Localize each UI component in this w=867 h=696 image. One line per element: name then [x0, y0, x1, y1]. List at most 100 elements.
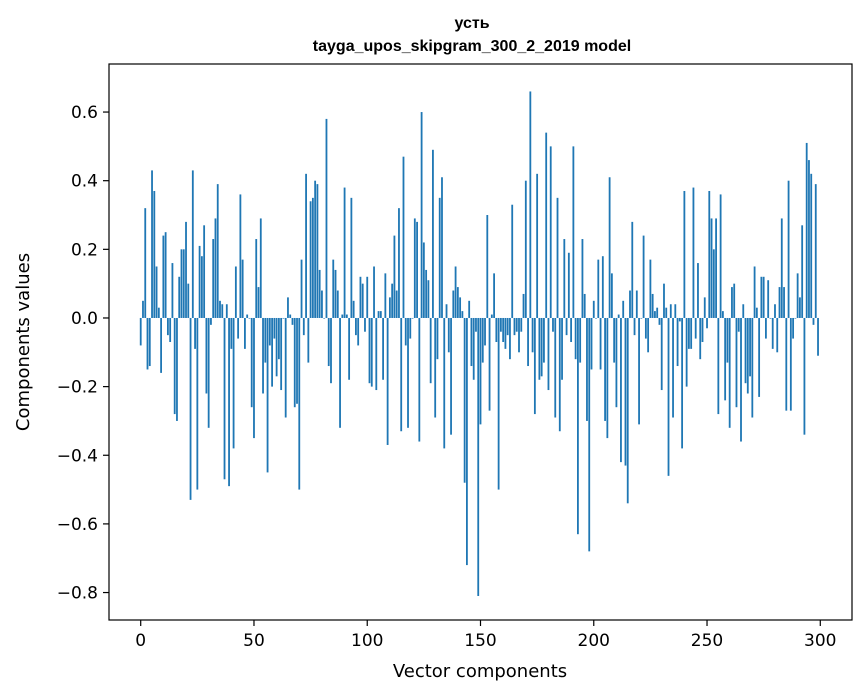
bar-210: [615, 317, 618, 408]
bar-47: [246, 314, 249, 318]
bar-197: [586, 317, 588, 421]
x-tick-label: 50: [243, 631, 265, 651]
bar-295: [808, 160, 810, 318]
bar-15: [173, 317, 176, 415]
bar-230: [660, 317, 663, 391]
bar-46: [244, 317, 246, 349]
bar-288: [792, 317, 795, 339]
bar-98: [361, 283, 364, 318]
bar-74: [307, 317, 310, 363]
bar-7: [155, 266, 158, 318]
bar-105: [377, 311, 380, 318]
bar-153: [486, 215, 489, 318]
bar-247: [699, 317, 702, 360]
bar-170: [524, 180, 527, 318]
bar-12: [166, 317, 169, 336]
bar-189: [567, 252, 570, 318]
bar-254: [715, 218, 717, 318]
bar-28: [203, 225, 206, 318]
bar-234: [669, 304, 672, 318]
bar-50: [253, 317, 255, 439]
bar-6: [153, 190, 156, 318]
bar-2: [144, 208, 147, 318]
bar-231: [663, 283, 665, 318]
x-tick-label: 100: [351, 631, 383, 651]
bar-279: [771, 317, 774, 349]
x-tick-label: 150: [464, 631, 496, 651]
bar-211: [617, 314, 620, 318]
bar-118: [407, 317, 409, 428]
y-tick-label: −0.8: [57, 584, 98, 604]
bar-82: [325, 118, 328, 318]
bar-40: [230, 317, 233, 349]
bar-44: [239, 194, 242, 318]
bar-283: [780, 218, 783, 318]
bar-series: [139, 91, 819, 596]
bar-227: [654, 311, 656, 318]
bar-148: [475, 317, 477, 332]
bar-214: [624, 317, 627, 466]
bar-202: [597, 259, 600, 318]
bar-190: [570, 317, 573, 342]
bar-73: [305, 173, 307, 318]
x-tick-label: 0: [135, 631, 146, 651]
bar-8: [157, 307, 160, 318]
bar-185: [558, 317, 561, 432]
bar-66: [289, 314, 292, 318]
bar-164: [511, 204, 514, 318]
bar-83: [327, 317, 330, 367]
y-tick-label: 0.4: [71, 172, 98, 192]
bar-154: [488, 317, 491, 411]
bar-149: [477, 317, 480, 596]
bar-240: [683, 190, 686, 318]
bar-183: [554, 317, 557, 418]
bar-5: [151, 170, 153, 318]
bar-129: [432, 149, 434, 318]
bar-284: [783, 287, 785, 318]
bar-45: [241, 259, 244, 318]
bar-110: [388, 297, 391, 318]
bar-198: [588, 317, 591, 552]
bar-133: [441, 177, 443, 318]
bar-299: [817, 317, 819, 356]
bar-11: [164, 232, 167, 318]
bar-228: [656, 307, 659, 318]
bar-42: [234, 266, 237, 318]
bar-188: [565, 317, 568, 336]
bar-3: [146, 317, 149, 370]
bar-266: [742, 304, 745, 318]
bar-225: [649, 259, 652, 318]
bar-191: [572, 146, 575, 318]
y-tick-label: −0.6: [57, 515, 98, 535]
bar-99: [364, 317, 366, 332]
bar-242: [688, 317, 690, 349]
bar-207: [608, 177, 611, 318]
bar-1: [142, 300, 144, 318]
x-tick-label: 300: [804, 631, 836, 651]
bar-180: [547, 317, 550, 391]
bar-264: [737, 317, 740, 332]
bar-19: [182, 249, 185, 318]
bar-267: [744, 317, 747, 384]
bar-184: [556, 197, 559, 318]
bar-282: [778, 287, 781, 318]
bar-200: [592, 300, 595, 318]
bar-262: [733, 283, 736, 318]
bar-27: [200, 256, 203, 318]
x-tick-label: 250: [691, 631, 723, 651]
bar-187: [563, 239, 566, 318]
y-tick-label: −0.4: [57, 446, 98, 466]
bar-274: [760, 276, 763, 318]
bar-132: [438, 197, 441, 318]
bar-108: [384, 273, 387, 318]
bar-134: [443, 317, 446, 449]
bar-294: [805, 142, 808, 318]
bar-18: [180, 249, 183, 318]
bar-85: [332, 259, 335, 318]
bar-38: [225, 304, 228, 318]
bar-37: [223, 317, 226, 480]
bar-193: [577, 317, 579, 535]
bar-257: [721, 311, 724, 318]
bar-77: [314, 180, 317, 318]
bar-171: [527, 317, 529, 367]
